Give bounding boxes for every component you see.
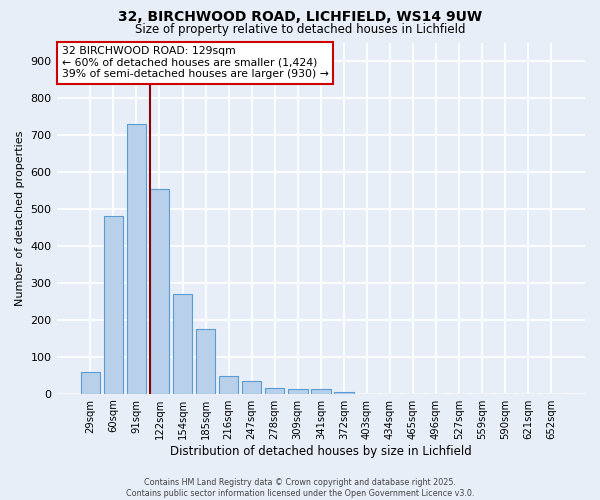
Bar [288, 390, 308, 394]
X-axis label: Distribution of detached houses by size in Lichfield: Distribution of detached houses by size … [170, 444, 472, 458]
Text: 32, BIRCHWOOD ROAD, LICHFIELD, WS14 9UW: 32, BIRCHWOOD ROAD, LICHFIELD, WS14 9UW [118, 10, 482, 24]
Text: 32 BIRCHWOOD ROAD: 129sqm
← 60% of detached houses are smaller (1,424)
39% of se: 32 BIRCHWOOD ROAD: 129sqm ← 60% of detac… [62, 46, 329, 79]
Bar [196, 329, 215, 394]
Bar [127, 124, 146, 394]
Bar [311, 390, 331, 394]
Bar [80, 372, 100, 394]
Bar [334, 392, 353, 394]
Text: Size of property relative to detached houses in Lichfield: Size of property relative to detached ho… [135, 22, 465, 36]
Bar [104, 216, 123, 394]
Bar [242, 381, 262, 394]
Y-axis label: Number of detached properties: Number of detached properties [15, 130, 25, 306]
Bar [219, 376, 238, 394]
Bar [265, 388, 284, 394]
Bar [173, 294, 193, 394]
Text: Contains HM Land Registry data © Crown copyright and database right 2025.
Contai: Contains HM Land Registry data © Crown c… [126, 478, 474, 498]
Bar [149, 188, 169, 394]
